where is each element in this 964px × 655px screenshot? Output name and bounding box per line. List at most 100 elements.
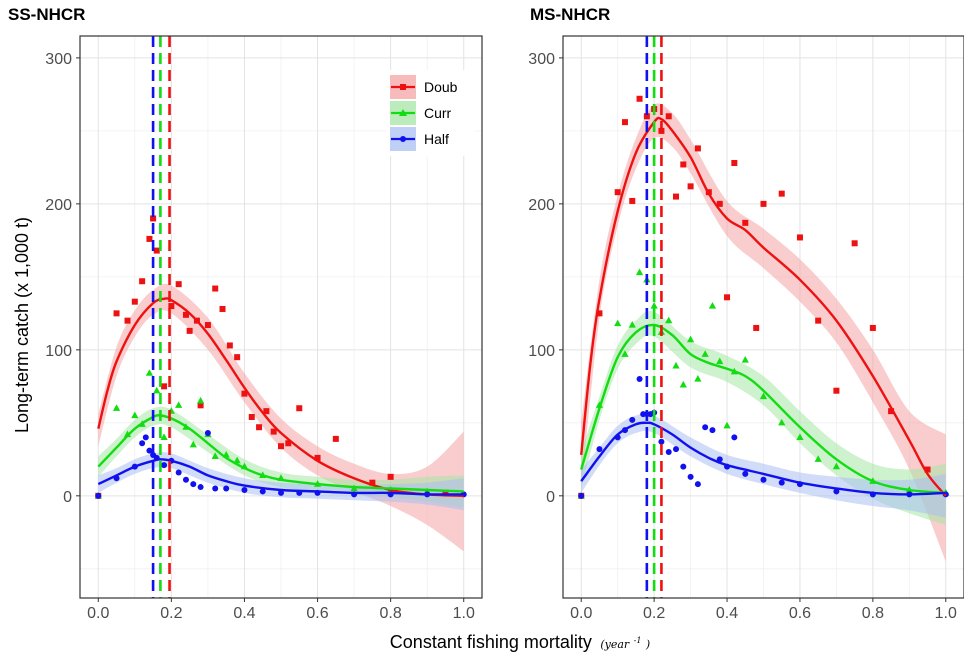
x-tick-label: 0.0 [570,605,592,622]
x-tick-label: 0.4 [233,605,255,622]
point-doub [124,317,131,324]
point-half [716,456,723,463]
point-half [142,434,149,441]
point-doub [742,219,749,226]
point-doub [687,183,694,190]
point-curr [621,350,629,357]
point-doub [219,305,226,312]
x-tick-label: 0.4 [716,605,738,622]
point-doub [629,197,636,204]
point-half [223,485,230,492]
point-half [578,492,585,499]
point-curr [679,380,687,388]
legend-marker-doub [400,84,406,90]
y-tick-label: 300 [45,51,72,68]
point-curr [741,356,749,363]
point-doub [314,454,321,461]
x-tick-label: 0.2 [160,605,182,622]
point-half [161,462,168,469]
point-half [673,446,680,453]
point-doub [153,247,160,254]
point-half [596,446,603,453]
legend-item-curr: Curr [390,101,452,125]
x-tick-label: 0.8 [380,605,402,622]
point-doub [636,95,643,102]
x-tick-label: 0.2 [643,605,665,622]
legend-label-half: Half [424,131,449,147]
x-axis-label-text: Constant fishing mortality [390,632,592,652]
fit-line-doub [97,297,464,497]
point-curr [759,392,768,400]
point-half [731,434,738,441]
point-half [694,481,701,488]
point-doub [278,443,284,450]
y-tick-label: 100 [45,343,72,360]
point-half [241,486,248,493]
panel-title: SS-NHCR [8,5,85,24]
legend-label-curr: Curr [424,105,452,121]
point-doub [150,215,157,222]
plot-content [94,36,467,598]
fit-line-doub [580,116,947,497]
plot-area: 0.0 0.2 0.4 0.6 0.8 1.0 0 100 200 300 [528,35,964,622]
point-doub [241,390,248,397]
point-doub [263,408,270,415]
point-doub [285,440,292,447]
x-tick-label: 0.6 [789,605,811,622]
point-curr [233,456,241,464]
point-doub [716,200,723,207]
point-doub [680,161,687,168]
point-curr [832,462,841,470]
x-tick-label: 1.0 [935,605,957,622]
point-doub [778,190,785,197]
point-curr [708,302,717,309]
point-doub [387,473,394,480]
x-axis-unit-close: ) [645,638,650,651]
point-half [139,440,146,447]
point-half [146,447,153,454]
point-curr [197,396,205,404]
point-half [702,424,709,431]
point-doub [226,342,233,349]
point-curr [716,357,724,365]
point-curr [614,319,622,327]
point-half [182,476,189,483]
point-curr [723,421,731,429]
y-axis-label: Long-term catch (x 1,000 t) [12,217,32,433]
point-doub [146,235,153,242]
point-doub [753,324,760,331]
legend-marker-curr [399,109,407,116]
point-half [742,470,749,477]
point-half [95,492,102,499]
point-doub [369,479,376,486]
x-tick-label: 0.6 [306,605,328,622]
point-half [709,427,716,434]
point-curr [635,268,644,276]
point-curr [665,316,673,324]
point-curr [778,418,786,426]
fit-line-curr [580,323,946,495]
point-half [190,481,197,488]
point-doub [168,303,175,310]
x-axis-unit-exponent: -1 [634,636,642,645]
panel-border [79,35,483,599]
x-tick-label: 0.8 [862,605,884,622]
x-tick-label: 0.0 [87,605,109,622]
plot-content [577,36,950,598]
point-doub [270,428,277,435]
legend: Doub Curr Half [386,70,474,156]
point-curr [153,386,161,394]
point-doub [596,310,603,317]
point-half [212,485,219,492]
point-curr [189,440,197,448]
point-doub [621,119,628,126]
fit-line-half [97,458,464,496]
point-half [665,449,672,456]
point-doub [256,424,263,431]
legend-item-half: Half [390,127,449,151]
point-doub [197,402,204,409]
point-half [636,376,643,383]
point-doub [442,489,449,496]
y-tick-label: 0 [63,489,72,506]
